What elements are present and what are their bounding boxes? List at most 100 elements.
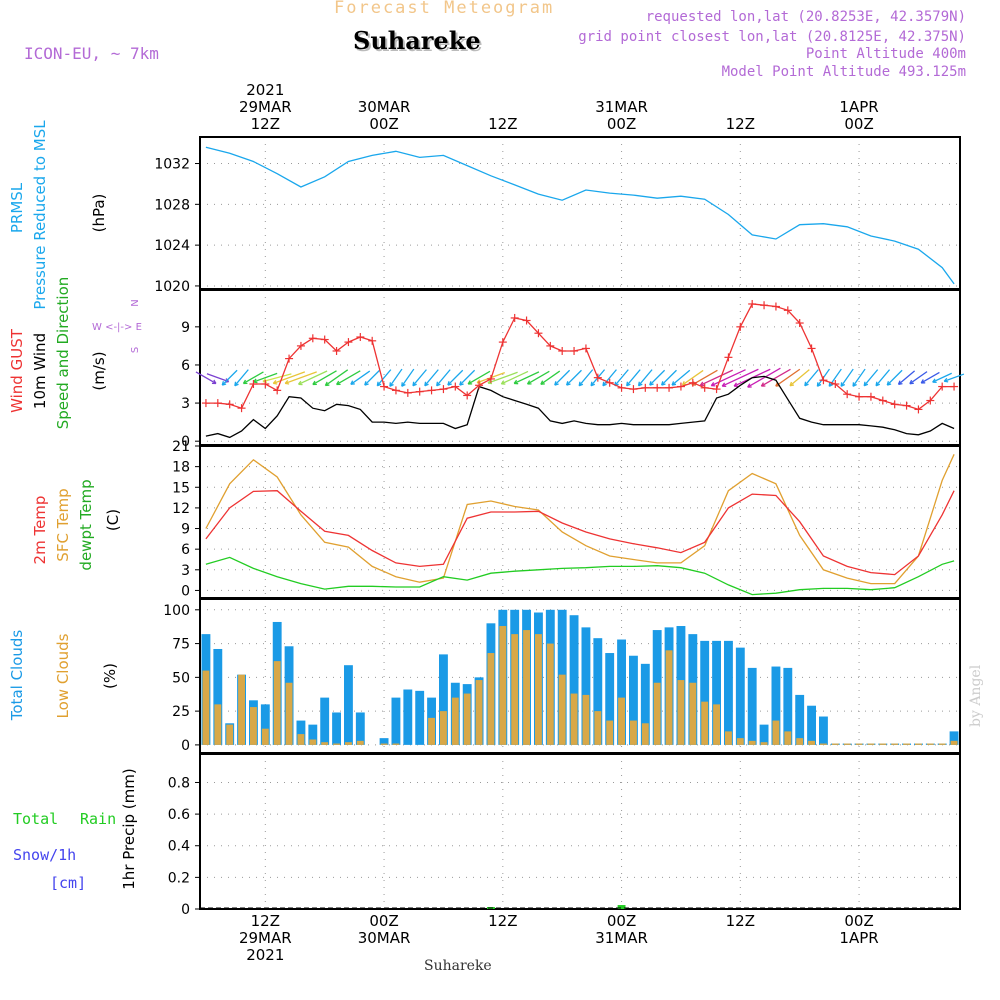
low-cloud-bar xyxy=(226,724,234,745)
gust-point xyxy=(439,385,448,394)
low-cloud-bar xyxy=(345,742,352,745)
total-cloud-bar xyxy=(593,638,603,745)
pressure-ylabel-prmsl: PRMSL xyxy=(8,182,26,233)
total-cloud-bar xyxy=(949,731,959,745)
low-cloud-bar xyxy=(202,670,210,745)
gust-point xyxy=(320,335,329,344)
wind-arrow xyxy=(336,370,361,386)
wind-arrow xyxy=(637,369,653,387)
gust-point xyxy=(629,385,638,394)
gust-point xyxy=(641,383,650,392)
low-cloud-bar xyxy=(926,743,934,745)
gust-point xyxy=(308,334,317,343)
time-axis-bottom-label: 29MAR xyxy=(239,929,292,947)
time-axis-top-label: 1APR xyxy=(839,98,878,116)
temperature-tick-label: 15 xyxy=(172,480,190,496)
wind-arrow xyxy=(932,372,952,384)
precip-frame xyxy=(199,753,961,910)
low-cloud-bar xyxy=(855,743,863,745)
gust-point xyxy=(570,346,579,355)
low-cloud-bar xyxy=(903,743,910,745)
time-axis-top-label: 00Z xyxy=(607,115,636,133)
low-cloud-bar xyxy=(570,693,578,745)
total-cloud-bar xyxy=(569,615,579,745)
low-cloud-bar xyxy=(630,720,637,745)
wind-arrow xyxy=(909,371,928,385)
low-cloud-bar xyxy=(285,682,293,745)
gust-point xyxy=(273,386,282,395)
gust-point xyxy=(878,396,887,405)
pressure-frame xyxy=(199,136,961,290)
precip-tick-label: 0 xyxy=(181,902,190,918)
time-axis-top-label: 12Z xyxy=(488,115,517,133)
low-cloud-bar xyxy=(606,720,614,745)
pressure-panel: 1020 1024 1028 1032 xyxy=(154,136,961,295)
wind-arrow xyxy=(710,369,746,387)
clouds-ylabel-unit: (%) xyxy=(101,663,119,689)
wind-arrow xyxy=(566,369,582,386)
low-cloud-bar xyxy=(321,742,329,745)
clouds-tick-label: 75 xyxy=(172,637,190,653)
gust-point xyxy=(522,316,531,325)
wind-compass-s: S xyxy=(130,347,141,353)
total-cloud-bar xyxy=(439,654,448,745)
gust-point xyxy=(748,299,757,308)
low-cloud-bar xyxy=(250,707,257,745)
temp-ylabel-sfc: SFC Temp xyxy=(54,488,72,561)
gust-point xyxy=(332,346,341,355)
time-axis-bottom-label: 00Z xyxy=(607,912,636,930)
wind-arrow xyxy=(459,369,476,386)
low-cloud-bar xyxy=(392,743,400,745)
wind-arrow xyxy=(487,371,518,385)
wind-ylabel-10m: 10m Wind xyxy=(31,333,49,409)
total-cloud-bar xyxy=(771,666,781,745)
wind-arrow xyxy=(350,370,371,385)
precip-tick-label: 0.4 xyxy=(168,839,190,855)
clouds-tick-label: 100 xyxy=(163,603,190,619)
gust-point xyxy=(261,380,270,389)
wind-arrow xyxy=(312,370,337,386)
time-axis-bottom-label: 00Z xyxy=(369,912,398,930)
low-cloud-bar xyxy=(297,734,305,745)
model-altitude: Model Point Altitude 493.125m xyxy=(721,64,966,80)
wind-arrow xyxy=(221,369,238,386)
gust-point xyxy=(950,382,959,391)
total-cloud-bar xyxy=(320,697,330,745)
time-axis-bottom-label: 30MAR xyxy=(358,929,411,947)
wind-gust-line xyxy=(205,303,955,411)
gust-point xyxy=(285,354,294,363)
wind-arrow xyxy=(699,369,734,387)
gust-point xyxy=(902,401,911,410)
wind-arrow xyxy=(626,369,641,387)
gust-point xyxy=(546,341,555,350)
low-cloud-bar xyxy=(915,743,922,745)
requested-coordinates: requested lon,lat (20.8253E, 42.3579N) xyxy=(645,9,966,25)
wind-ylabel-speed-dir: Speed and Direction xyxy=(54,277,72,430)
wind-arrow xyxy=(242,371,264,385)
precip-tick-label: 0.2 xyxy=(168,870,190,886)
time-axis-bottom-label: 00Z xyxy=(844,912,873,930)
low-cloud-bar xyxy=(594,711,602,745)
precip-legend-cm: [cm] xyxy=(50,874,86,892)
wind-arrow xyxy=(467,370,491,385)
gust-point xyxy=(890,400,899,409)
wind-arrow xyxy=(863,369,879,387)
total-cloud-bar xyxy=(795,694,805,745)
gust-point xyxy=(213,399,222,408)
clouds-ylabel-total: Total Clouds xyxy=(8,630,26,722)
temp-ylabel-unit: (C) xyxy=(104,509,122,531)
total-cloud-bar xyxy=(605,653,615,745)
temperature-tick-label: 6 xyxy=(181,542,190,558)
low-cloud-bar xyxy=(760,742,768,745)
gust-point xyxy=(486,374,495,383)
gust-point xyxy=(380,382,389,391)
low-cloud-bar xyxy=(511,634,519,745)
wind-arrow xyxy=(526,370,550,385)
wind-arrow xyxy=(540,370,561,385)
low-cloud-bar xyxy=(808,740,815,745)
time-axis-bottom-label: 1APR xyxy=(839,929,878,947)
gust-point xyxy=(368,336,377,345)
low-cloud-bar xyxy=(665,650,673,745)
low-cloud-bar xyxy=(475,680,483,745)
